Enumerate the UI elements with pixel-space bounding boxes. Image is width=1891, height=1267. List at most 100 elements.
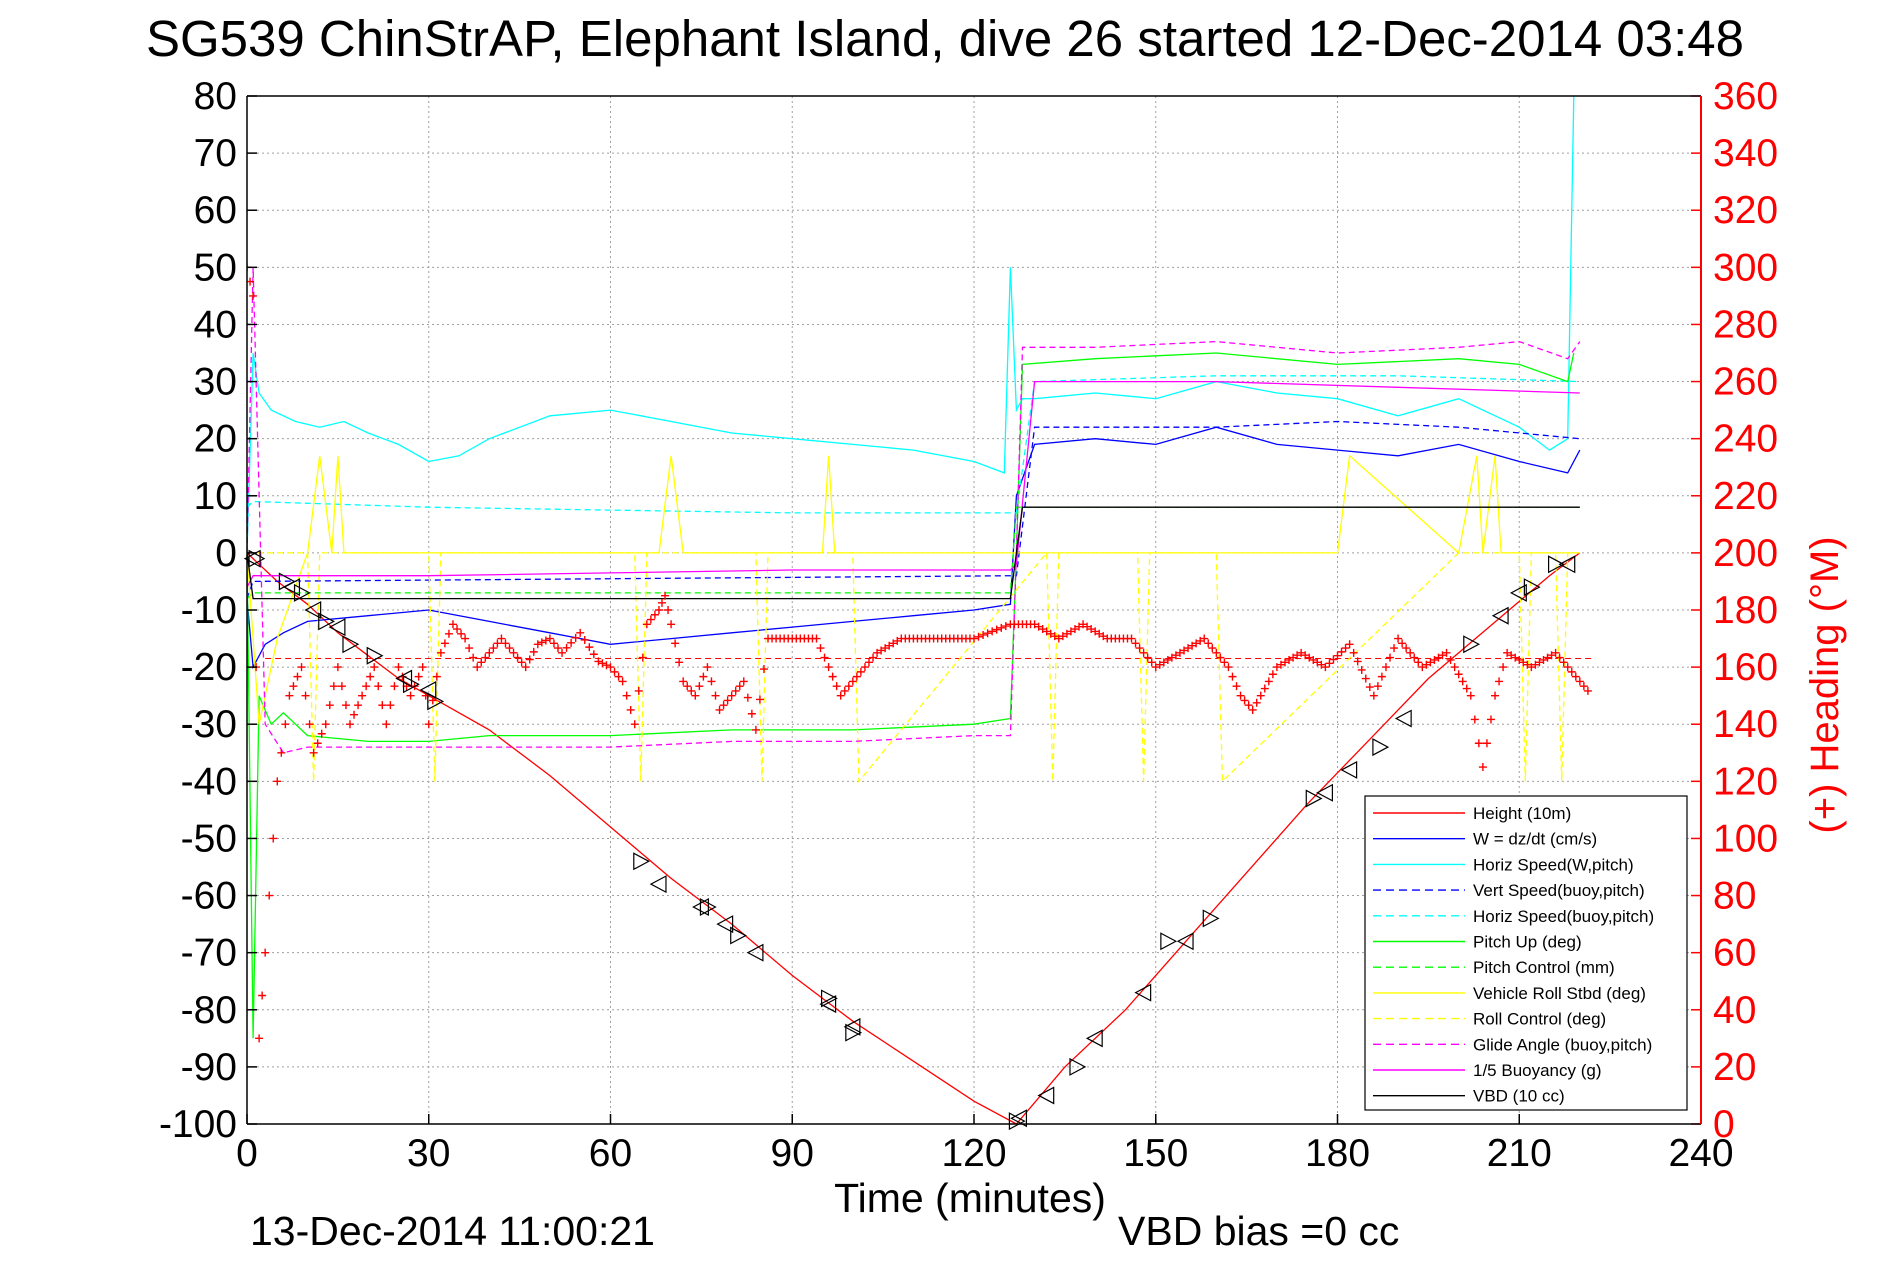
heading-point	[277, 748, 286, 757]
heading-point	[997, 623, 1006, 632]
heading-point	[1503, 648, 1512, 657]
heading-point	[406, 691, 415, 700]
heading-point	[1042, 627, 1051, 636]
y-tick-label: 10	[194, 475, 237, 518]
heading-point	[743, 693, 752, 702]
heading-point	[650, 610, 659, 619]
heading-point	[1406, 648, 1415, 657]
heading-point	[1458, 677, 1467, 686]
y-tick-label: -100	[159, 1103, 237, 1146]
left-triangle-marker	[1176, 932, 1194, 951]
heading-point	[1442, 648, 1451, 657]
right-triangle-marker	[633, 852, 651, 871]
heading-point	[337, 682, 346, 691]
heading-point	[1180, 646, 1189, 655]
heading-point	[1349, 648, 1358, 657]
heading-point	[285, 691, 294, 700]
heading-point	[664, 606, 673, 614]
heading-point	[1297, 648, 1306, 657]
heading-point	[1293, 651, 1302, 660]
heading-point	[1555, 653, 1564, 662]
heading-point	[333, 663, 342, 672]
heading-point	[1567, 667, 1576, 676]
series-line-8	[247, 551, 1580, 784]
left-triangle-marker	[649, 875, 667, 894]
heading-point	[1240, 696, 1249, 705]
heading-point	[1466, 691, 1475, 700]
heading-point	[820, 653, 829, 662]
heading-point	[505, 644, 514, 653]
left-triangle-marker	[1037, 1086, 1055, 1105]
heading-point	[1454, 670, 1463, 679]
heading-point	[1252, 698, 1261, 707]
heading-point	[255, 1034, 264, 1043]
heading-point	[549, 639, 558, 648]
x-tick-label: 60	[589, 1132, 632, 1175]
heading-point	[1386, 653, 1395, 662]
y2-tick-label: 300	[1713, 246, 1778, 289]
heading-point	[679, 677, 688, 686]
heading-point	[529, 647, 538, 656]
legend: Height (10m) W = dz/dt (cm/s) Horiz Speed(…	[1364, 795, 1688, 1111]
heading-point	[424, 720, 433, 729]
heading-point	[1321, 663, 1330, 672]
heading-point	[1373, 682, 1382, 691]
heading-point	[881, 644, 890, 653]
left-triangle-marker	[1010, 1109, 1028, 1128]
y-tick-label: -30	[181, 703, 237, 746]
heading-point	[465, 644, 474, 653]
legend-label: Horiz Speed(buoy,pitch)	[1473, 907, 1654, 926]
heading-point	[683, 682, 692, 691]
heading-point	[289, 682, 298, 691]
heading-point	[988, 627, 997, 636]
heading-point	[1559, 658, 1568, 667]
heading-point	[889, 639, 898, 648]
heading-point	[626, 705, 635, 714]
heading-point	[1200, 634, 1209, 643]
heading-point	[719, 701, 728, 710]
heading-point	[457, 629, 466, 638]
series-line-4	[247, 375, 1580, 514]
heading-point	[1285, 655, 1294, 664]
series-line-11	[247, 506, 1580, 600]
heading-point	[1426, 658, 1435, 667]
x-tick-label: 150	[1123, 1132, 1188, 1175]
heading-point	[370, 663, 379, 672]
heading-point	[258, 991, 267, 1000]
heading-point	[1313, 658, 1322, 667]
heading-point	[493, 639, 502, 648]
legend-label: W = dz/dt (cm/s)	[1473, 830, 1597, 849]
heading-point	[1001, 622, 1010, 631]
heading-point	[735, 682, 744, 691]
heading-point	[362, 682, 371, 691]
heading-point	[1531, 660, 1540, 669]
left-triangle-marker	[243, 549, 261, 568]
right-triangle-marker	[1305, 789, 1323, 808]
heading-point	[1171, 651, 1180, 660]
y2-tick-label: 140	[1713, 703, 1778, 746]
heading-point	[374, 682, 383, 691]
left-triangle-marker	[304, 601, 322, 619]
heading-point	[1099, 632, 1108, 641]
heading-point	[1583, 686, 1592, 695]
y2-tick-label: 200	[1713, 532, 1778, 575]
left-triangle-marker	[283, 578, 301, 597]
heading-point	[1369, 691, 1378, 700]
y-tick-label: 60	[194, 189, 237, 232]
y-tick-label: 50	[194, 246, 237, 289]
heading-point	[1329, 655, 1338, 664]
y2-tick-label: 40	[1713, 989, 1756, 1032]
heading-point	[1486, 715, 1495, 724]
heading-point	[325, 701, 334, 710]
heading-point	[309, 748, 318, 757]
legend-label: Vehicle Roll Stbd (deg)	[1473, 984, 1646, 1003]
heading-point	[885, 641, 894, 650]
heading-point	[1309, 655, 1318, 664]
heading-point	[747, 709, 756, 718]
y-tick-label: 40	[194, 303, 237, 346]
heading-point	[1333, 651, 1342, 660]
heading-point	[856, 667, 865, 676]
y2-tick-label: 360	[1713, 75, 1778, 118]
left-triangle-marker	[1316, 783, 1333, 802]
